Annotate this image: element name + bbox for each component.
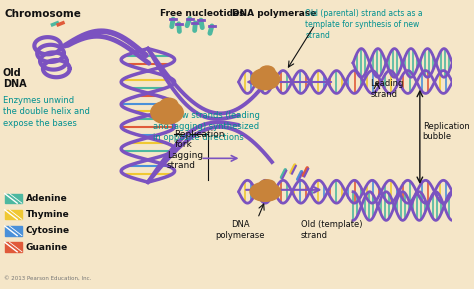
Text: Chromosome: Chromosome bbox=[5, 8, 82, 18]
Text: Two new strands (leading
and lagging) synthesized
in opposite directions: Two new strands (leading and lagging) sy… bbox=[153, 111, 260, 142]
Text: Lagging
strand: Lagging strand bbox=[167, 151, 203, 170]
Ellipse shape bbox=[259, 180, 275, 190]
Text: Thymine: Thymine bbox=[26, 210, 70, 219]
Text: Free nucleotides: Free nucleotides bbox=[160, 8, 245, 18]
Text: Old (template)
strand: Old (template) strand bbox=[301, 220, 362, 240]
Bar bbox=[5, 210, 22, 219]
Text: Cytosine: Cytosine bbox=[26, 226, 70, 235]
Text: © 2013 Pearson Education, Inc.: © 2013 Pearson Education, Inc. bbox=[4, 275, 91, 281]
Text: DNA
polymerase: DNA polymerase bbox=[216, 220, 265, 240]
Bar bbox=[5, 242, 22, 252]
Text: Adenine: Adenine bbox=[26, 194, 67, 203]
Ellipse shape bbox=[250, 182, 281, 201]
Text: Replication
bubble: Replication bubble bbox=[423, 122, 469, 141]
Ellipse shape bbox=[251, 69, 280, 90]
Bar bbox=[5, 226, 22, 236]
Text: Enzymes unwind
the double helix and
expose the bases: Enzymes unwind the double helix and expo… bbox=[3, 96, 90, 127]
Ellipse shape bbox=[151, 101, 183, 124]
Text: Guanine: Guanine bbox=[26, 242, 68, 252]
Text: Leading
strand: Leading strand bbox=[370, 79, 404, 99]
Ellipse shape bbox=[259, 66, 275, 77]
Ellipse shape bbox=[160, 98, 178, 111]
Text: Old
DNA: Old DNA bbox=[3, 68, 27, 89]
Text: Old (parental) strand acts as a
template for synthesis of new
strand: Old (parental) strand acts as a template… bbox=[305, 8, 423, 40]
Text: DNA polymerase: DNA polymerase bbox=[232, 8, 316, 18]
Text: Replication
fork: Replication fork bbox=[174, 130, 225, 149]
Bar bbox=[5, 194, 22, 203]
